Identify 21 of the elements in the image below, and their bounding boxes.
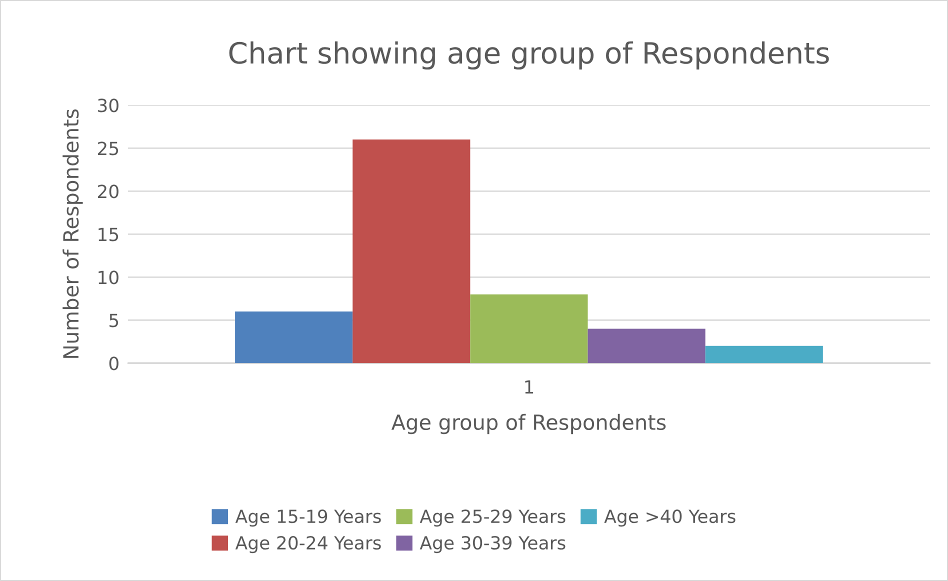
y-tick-label: 10 <box>98 270 118 284</box>
chart-title: Chart showing age group of Respondents <box>229 41 829 70</box>
bar <box>470 294 588 364</box>
y-tick-label: 30 <box>98 98 118 112</box>
legend-label: Age 30-39 Years <box>420 536 566 554</box>
legend-label: Age 25-29 Years <box>420 509 566 527</box>
legend-label: Age 15-19 Years <box>235 509 381 527</box>
y-tick-label: 20 <box>98 184 118 198</box>
x-tick-label: 1 <box>525 380 534 394</box>
bar <box>588 328 706 364</box>
y-tick-label: 0 <box>109 356 118 370</box>
x-axis-title: Age group of Respondents <box>391 414 666 434</box>
y-tick-label: 15 <box>98 228 118 242</box>
bar <box>705 346 823 364</box>
y-tick-label: 25 <box>98 142 118 156</box>
y-axis-title: Number of Respondents <box>62 109 83 358</box>
bar <box>235 312 353 364</box>
legend-label: Age >40 Years <box>604 509 736 527</box>
bar <box>352 140 470 364</box>
y-tick-label: 5 <box>110 314 118 328</box>
legend-label: Age 20-24 Years <box>235 536 381 554</box>
